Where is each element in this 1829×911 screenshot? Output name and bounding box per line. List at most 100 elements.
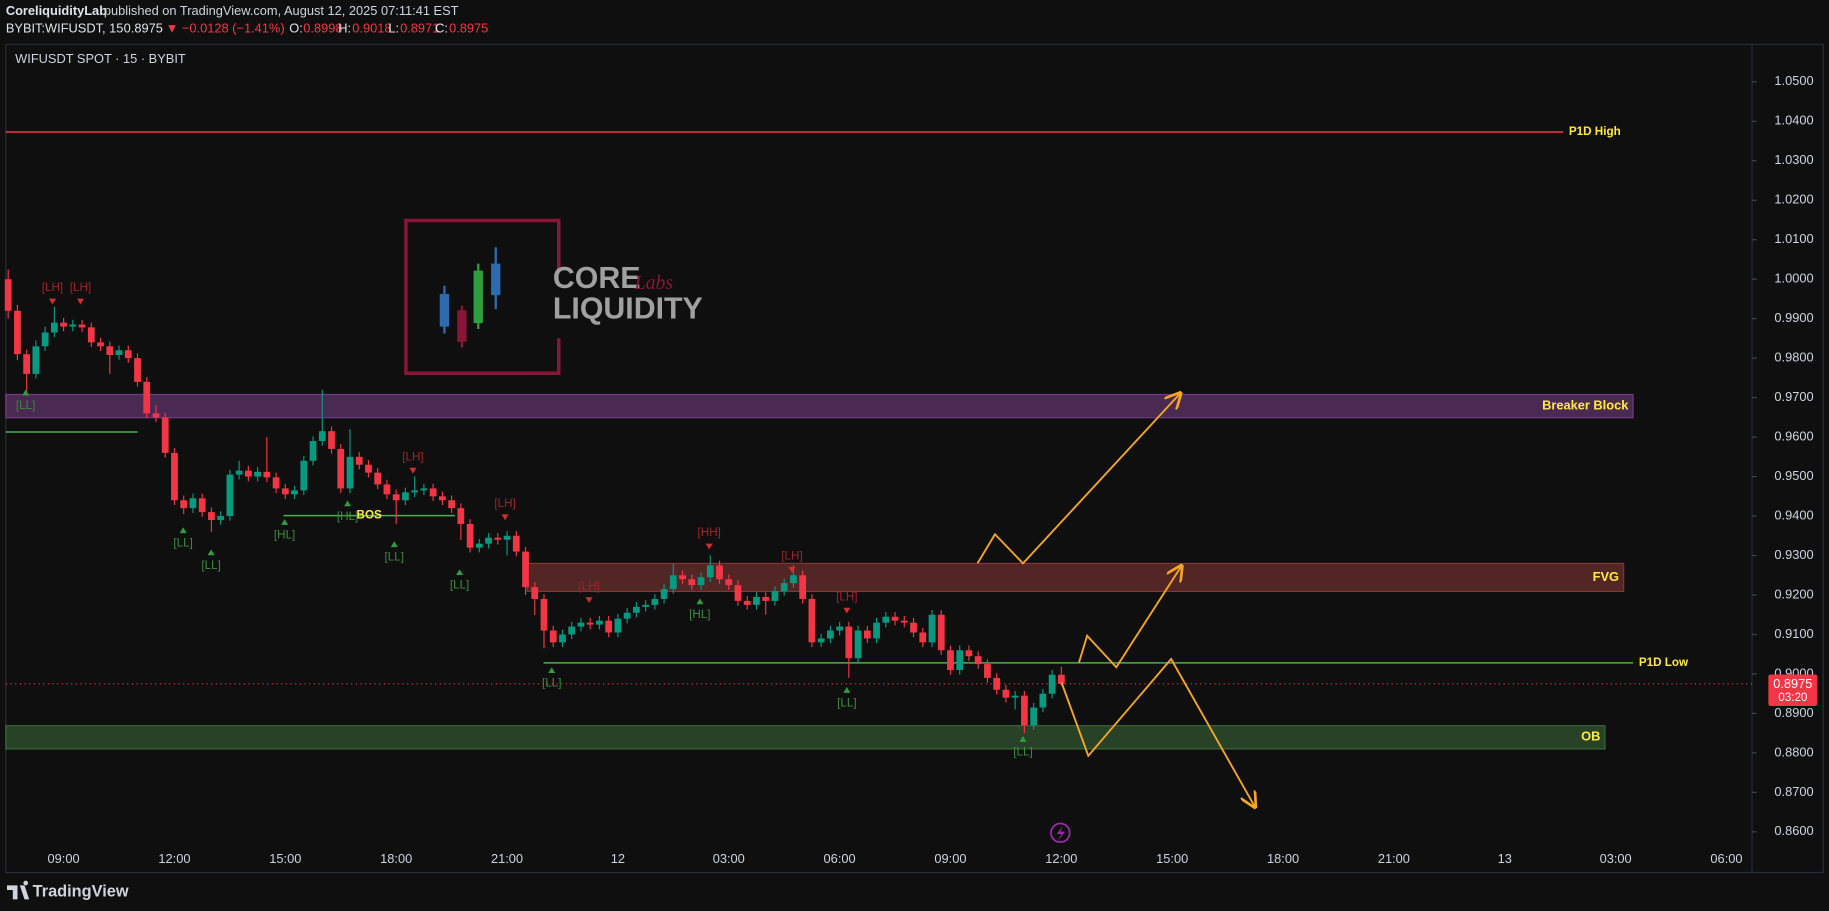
pivot-marker [696,598,704,605]
candle-body [974,656,982,665]
price-tag-value: 0.8975 [1773,676,1812,691]
x-tick-label: 21:00 [1378,851,1410,866]
candle-body [854,630,862,659]
y-tick-label: 1.0400 [1774,113,1813,128]
candle-body [1039,693,1047,708]
pivot-label: [HL] [689,608,710,621]
candle-body [891,616,899,621]
candle-body [32,346,40,374]
price-tag [1768,674,1818,706]
candle-body [993,677,1001,690]
candle-body [383,484,391,495]
h-label: H: [338,21,351,36]
candle-body [1057,674,1065,684]
candle-body [106,346,114,355]
x-tick-label: 21:00 [491,851,523,866]
y-tick-label: 0.9200 [1774,586,1813,601]
candle-body [226,474,234,517]
candle-body [947,650,954,671]
pivot-marker [1019,736,1027,742]
pivot-label: [HL] [274,528,295,541]
candle-body [217,516,225,520]
candle-body [124,350,132,359]
candle-body [14,310,21,355]
candle-body [965,650,973,657]
candle-body [790,575,797,584]
candle-body [688,579,696,586]
candle-body [568,626,576,635]
candle-body [706,565,714,578]
candle-body [586,622,594,625]
pivot-label: [LL] [385,551,404,564]
candle-body [161,417,169,453]
pivot-marker [76,298,84,305]
candle-body [318,431,326,442]
logo-tag: Labs [634,272,674,294]
o-label: O: [289,21,303,36]
candle-body [512,535,520,552]
o-value: 0.8998 [303,21,342,36]
x-tick-label: 09:00 [48,851,80,866]
candle-body [716,565,723,580]
candle-body [614,618,622,633]
y-tick-label: 1.0100 [1774,231,1813,246]
logo-candle [473,270,483,324]
candle-body [457,508,465,524]
candle-body [632,606,640,613]
zone [5,393,1634,419]
pivot-marker [501,514,509,521]
candle-body [87,327,95,343]
logo-frame [404,218,561,376]
y-tick-label: 0.9500 [1774,468,1813,483]
candle-body [263,471,271,478]
pivot-marker [390,541,398,548]
candle-body [291,490,298,495]
c-value: 0.8975 [449,21,488,36]
candle-body [956,650,964,671]
candle-body [660,589,668,599]
pivot-marker [179,527,187,534]
candle-body [817,638,825,643]
candle-body [23,354,31,374]
candle-body [4,279,12,311]
pivot-label: [LL] [542,677,561,690]
candle-body [559,634,566,643]
y-tick-label: 0.9100 [1774,626,1813,641]
x-tick-label: 18:00 [380,851,412,866]
candle-body [845,626,853,659]
pivot-marker [281,519,289,525]
pivot-label: [LH] [781,549,802,562]
y-tick-label: 0.8600 [1774,823,1813,838]
candle-body [1020,695,1028,726]
candle-body [78,324,86,328]
published: published on TradingView.com, August 12,… [104,3,459,18]
projections [976,393,1255,807]
pivot-marker [48,298,56,305]
candle-body [392,494,400,501]
x-tick-label: 06:00 [1710,851,1742,866]
candle-body [50,322,58,333]
candle-body [402,492,409,501]
pivot-label: [LH] [402,450,423,463]
zone [5,725,1606,750]
candle-body [697,577,705,586]
price-tag-countdown: 03:20 [1778,691,1808,704]
pivot-label: [LL] [837,696,856,709]
candle-body [198,498,206,513]
pivot-marker [788,566,796,573]
candle-body [429,488,437,497]
pivot-label: [LH] [70,281,91,294]
candle-body [577,622,585,627]
candle-body [466,523,474,548]
level-label: BOS [357,509,382,522]
plot-layer: 1.0500 1.0400 1.0300 1.0200 1.0100 1.0000 0.99… [4,73,1818,866]
candle-body [669,575,677,590]
change: ▼ −0.0128 (−1.41%) [166,21,285,36]
candle-body [1030,707,1038,726]
y-tick-label: 0.9700 [1774,389,1813,404]
candle-body [642,604,649,607]
pivot-label: [LL] [1013,745,1032,758]
candle-body [69,324,77,327]
candle-body [836,626,843,631]
